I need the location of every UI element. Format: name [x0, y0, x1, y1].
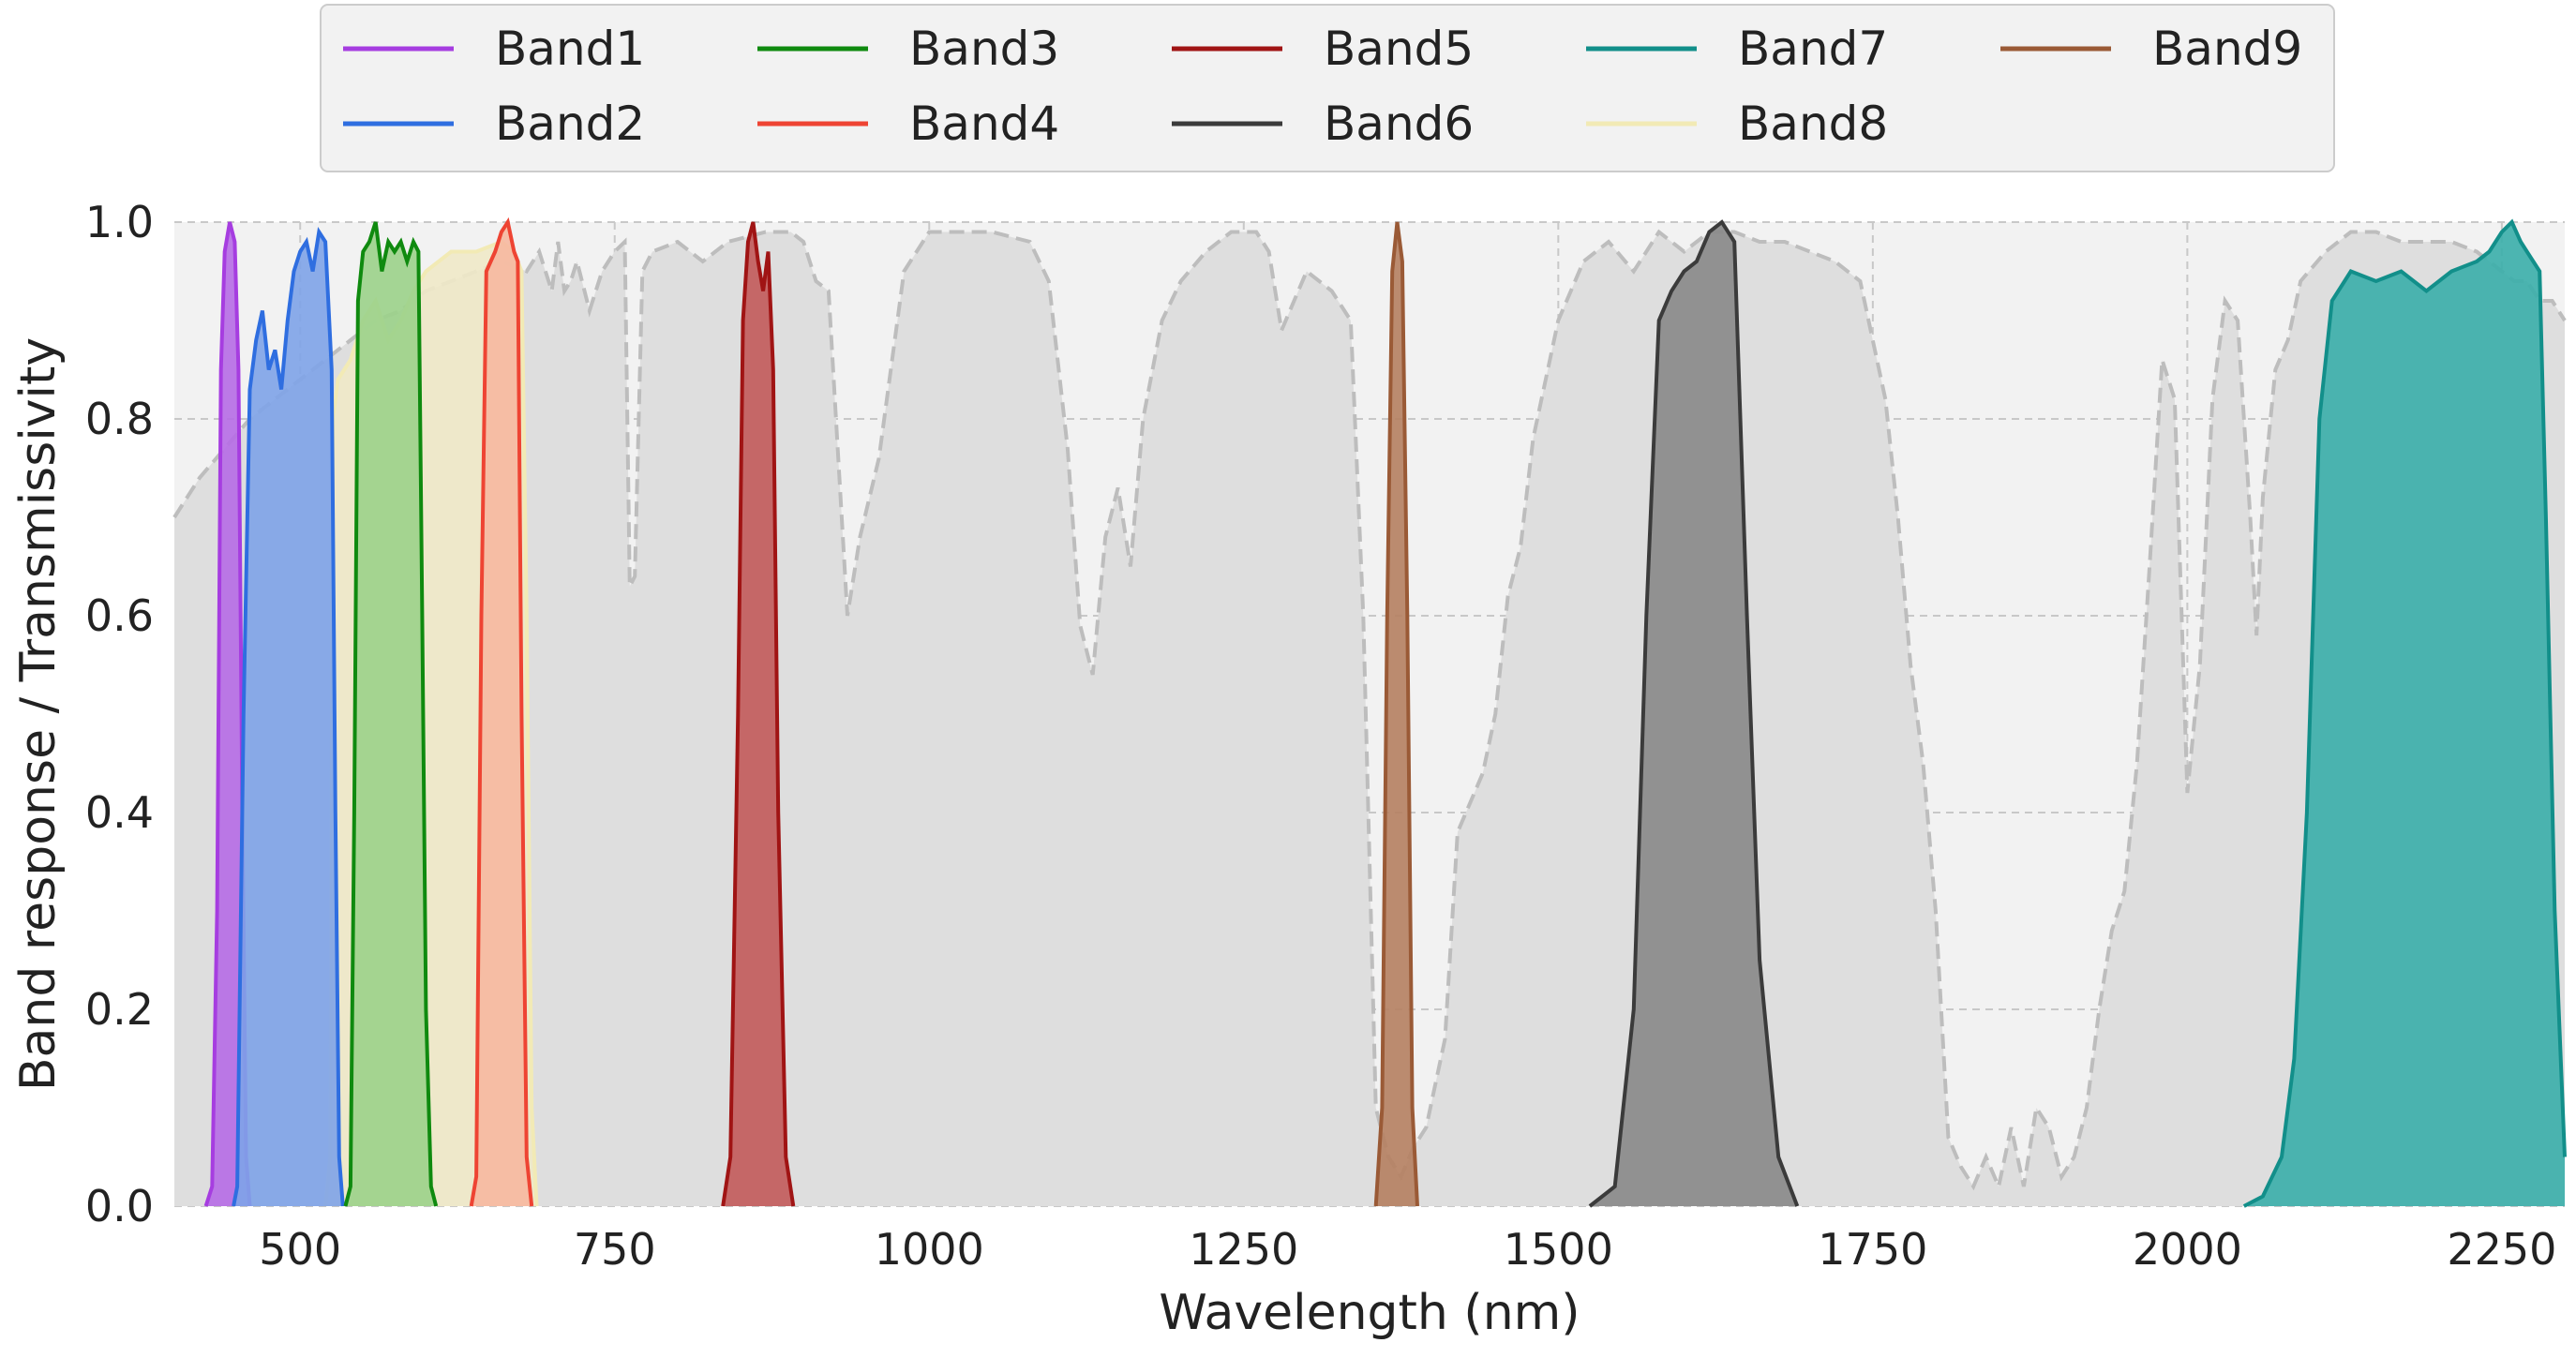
legend-entry-band5: Band5: [1172, 22, 1474, 76]
series-band2: [232, 227, 345, 1207]
band3-line: [343, 221, 439, 1207]
x-tick-label: 1000: [875, 1224, 984, 1275]
legend-label: Band7: [1738, 22, 1888, 76]
x-tick-label: 1250: [1189, 1224, 1298, 1275]
legend-entry-band2: Band2: [343, 97, 645, 151]
x-axis-ticks: 500 750 1000 1250 1500 1750 2000 2250: [259, 1224, 2556, 1275]
series-band9: [1373, 221, 1419, 1207]
x-tick-label: 1750: [1818, 1224, 1927, 1275]
legend: Band1 Band2 Band3 Band4 Band5 Band6 Band7 Band8…: [320, 4, 2335, 172]
x-tick-label: 500: [259, 1224, 341, 1275]
series-band7: [2242, 218, 2567, 1208]
band2-line: [232, 227, 345, 1207]
band6-line: [1588, 219, 1800, 1208]
y-tick-label: 0.8: [85, 394, 154, 444]
band2-area: [233, 231, 343, 1206]
band7-line: [2242, 218, 2567, 1208]
band9-area: [1375, 222, 1417, 1206]
band-layer: [203, 216, 2567, 1208]
legend-label: Band6: [1324, 97, 1474, 151]
y-tick-label: 0.2: [85, 984, 154, 1035]
legend-label: Band3: [909, 22, 1059, 76]
band7-area: [2243, 222, 2565, 1206]
legend-label: Band4: [909, 97, 1059, 151]
legend-entry-band9: Band9: [2000, 22, 2302, 76]
y-tick-label: 0.0: [85, 1181, 154, 1231]
band4-line: [469, 216, 534, 1207]
band5-area: [723, 222, 794, 1206]
legend-entry-band6: Band6: [1172, 97, 1474, 151]
series-band5: [721, 221, 796, 1207]
legend-entry-band4: Band4: [757, 97, 1059, 151]
x-tick-label: 750: [574, 1224, 656, 1275]
legend-label: Band9: [2152, 22, 2302, 76]
band9-line: [1373, 221, 1419, 1207]
legend-label: Band1: [495, 22, 645, 76]
y-axis-label: Band response / Transmissivity: [10, 337, 67, 1091]
y-tick-label: 0.6: [85, 590, 154, 641]
band5-line: [721, 221, 796, 1207]
x-tick-label: 2000: [2133, 1224, 2242, 1275]
band3-area: [345, 222, 437, 1206]
y-tick-label: 1.0: [85, 197, 154, 247]
legend-entry-band1: Band1: [343, 22, 645, 76]
x-axis-label: Wavelength (nm): [1159, 1285, 1580, 1341]
series-band3: [343, 221, 439, 1207]
legend-entry-band7: Band7: [1586, 22, 1888, 76]
legend-label: Band2: [495, 97, 645, 151]
x-tick-label: 2250: [2447, 1224, 2556, 1275]
series-band4: [469, 216, 534, 1207]
x-tick-label: 1500: [1504, 1224, 1613, 1275]
band4-area: [471, 222, 532, 1206]
band6-area: [1589, 222, 1798, 1206]
legend-label: Band8: [1738, 97, 1888, 151]
legend-entry-band3: Band3: [757, 22, 1059, 76]
legend-entry-band8: Band8: [1586, 97, 1888, 151]
transmissivity-line: [172, 229, 2567, 1193]
legend-label: Band5: [1324, 22, 1474, 76]
y-tick-label: 0.4: [85, 787, 154, 838]
series-band6: [1588, 219, 1800, 1208]
y-axis-ticks: 0.0 0.2 0.4 0.6 0.8 1.0: [85, 197, 154, 1231]
